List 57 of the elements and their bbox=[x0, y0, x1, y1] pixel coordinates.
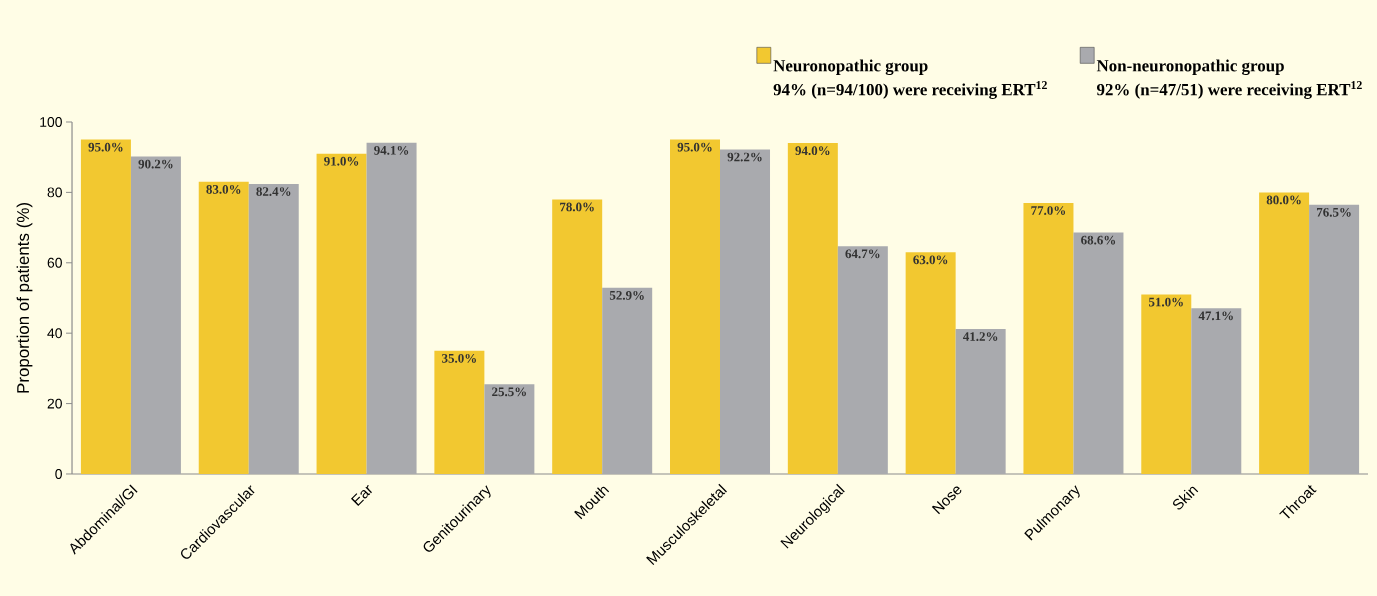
bar bbox=[1309, 204, 1360, 474]
bar bbox=[670, 139, 721, 474]
data-label: 83.0% bbox=[206, 185, 241, 194]
data-label: 94.1% bbox=[374, 145, 409, 155]
data-label: 51.0% bbox=[1148, 297, 1183, 307]
data-label: 95.0% bbox=[677, 142, 712, 152]
y-tick-label: 0 bbox=[55, 469, 62, 479]
bar bbox=[787, 143, 838, 474]
legend-label: Non-neuronopathic group bbox=[1096, 59, 1284, 76]
text: 94% (n=94/100) were receiving ERT$^{12}$ bbox=[773, 81, 1047, 99]
data-label: 35.0% bbox=[442, 353, 476, 363]
data-label: 91.0% bbox=[324, 156, 359, 166]
bar bbox=[955, 328, 1006, 474]
y-tick-label: 20 bbox=[47, 398, 62, 409]
data-label: 92.2% bbox=[727, 152, 762, 162]
bar bbox=[130, 156, 181, 474]
bar bbox=[1259, 192, 1310, 474]
bar bbox=[905, 252, 956, 474]
data-label: 78.0% bbox=[560, 202, 594, 212]
data-label: 80.0% bbox=[1266, 195, 1301, 205]
bar bbox=[366, 142, 417, 474]
x-tick-label: Ear bbox=[350, 484, 372, 506]
bar bbox=[1073, 232, 1124, 474]
bar bbox=[80, 139, 131, 474]
bar bbox=[837, 246, 888, 474]
data-label: 94.0% bbox=[795, 146, 830, 156]
bar bbox=[484, 384, 535, 474]
bar bbox=[1191, 308, 1242, 474]
y-tick-label: 40 bbox=[47, 328, 62, 339]
bar bbox=[602, 287, 653, 474]
y-axis-title: Proportion of patients (%) bbox=[16, 203, 33, 393]
data-label: 63.0% bbox=[913, 255, 948, 265]
y-tick-label: 80 bbox=[47, 187, 62, 198]
data-label: 41.2% bbox=[963, 332, 998, 341]
bar bbox=[248, 183, 299, 474]
data-label: 68.6% bbox=[1081, 235, 1116, 245]
data-label: 52.9% bbox=[609, 290, 644, 300]
bar bbox=[720, 149, 771, 474]
legend-label: Neuronopathic group bbox=[773, 59, 928, 76]
bar bbox=[1141, 294, 1192, 474]
data-label: 77.0% bbox=[1031, 206, 1066, 215]
data-label: 25.5% bbox=[492, 387, 526, 397]
text: 92% (n=47/51) were receiving ERT$^{12}$ bbox=[1096, 81, 1362, 99]
data-label: 95.0% bbox=[88, 142, 123, 152]
data-label: 82.4% bbox=[256, 187, 291, 196]
bar bbox=[434, 350, 485, 474]
bar bbox=[1023, 202, 1074, 474]
bar bbox=[316, 153, 367, 474]
data-label: 90.2% bbox=[138, 159, 173, 169]
data-label: 64.7% bbox=[845, 249, 880, 259]
y-tick-label: 100 bbox=[40, 117, 62, 127]
data-label: 76.5% bbox=[1317, 207, 1351, 217]
bar bbox=[198, 181, 249, 474]
y-tick-label: 60 bbox=[47, 257, 62, 268]
x-tick-label: Skin bbox=[1173, 486, 1199, 510]
data-label: 47.1% bbox=[1198, 311, 1233, 321]
bar bbox=[552, 199, 603, 474]
